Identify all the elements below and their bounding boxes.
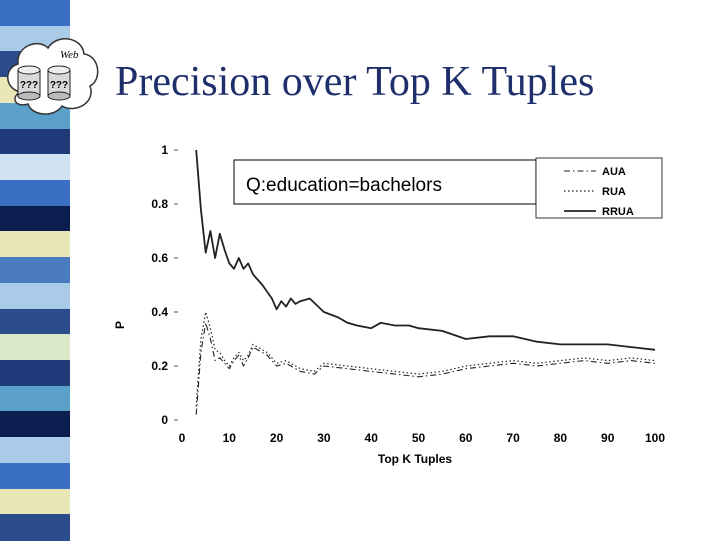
stripe-block [0, 180, 70, 207]
web-database-cloud-icon: Web ??? ??? [7, 38, 99, 115]
stripe-block [0, 437, 70, 464]
x-tick-label: 80 [554, 431, 568, 445]
x-tick-label: 60 [459, 431, 473, 445]
x-tick-label: 20 [270, 431, 284, 445]
stripe-block [0, 308, 70, 336]
x-tick-label: 100 [645, 431, 665, 445]
stripe-block [0, 360, 70, 387]
series-line-rrua [195, 149, 656, 351]
x-tick-label: 90 [601, 431, 615, 445]
stripe-block [0, 231, 70, 259]
logo-left-text: ??? [20, 80, 38, 91]
stripe-block [0, 488, 70, 516]
stripe-block [0, 411, 70, 439]
x-tick-label: 50 [412, 431, 426, 445]
x-tick-label: 40 [365, 431, 379, 445]
database-icon [47, 65, 71, 101]
precision-line-chart: 0 0.2 0.4 0.6 0.8 1 0 10 20 30 40 50 60 70 80 90 100 Q:… [113, 143, 666, 466]
y-tick-label: 0.4 [151, 305, 168, 319]
slide-title: Precision over Top K Tuples [115, 59, 595, 105]
stripe-block [0, 128, 70, 156]
stripe-block [0, 257, 70, 284]
y-tick-label: 1 [161, 143, 168, 157]
y-tick-label: 0.6 [151, 251, 168, 265]
query-annotation: Q:education=bachelors [246, 175, 442, 196]
x-tick-label: 70 [506, 431, 520, 445]
stripe-block [0, 282, 70, 310]
chart-legend: AUA RUA RRUA [535, 157, 663, 219]
x-tick-label: 30 [317, 431, 331, 445]
y-axis-ticks: 0 0.2 0.4 0.6 0.8 1 [151, 143, 178, 427]
x-tick-label: 10 [223, 431, 237, 445]
y-tick-label: 0 [161, 413, 168, 427]
chart-series [195, 149, 656, 415]
x-axis-ticks: 0 10 20 30 40 50 60 70 80 90 100 [179, 431, 666, 445]
stripe-block [0, 385, 70, 413]
stripe-block [0, 0, 70, 27]
series-line-rua [195, 311, 656, 407]
annotation-box: Q:education=bachelors [233, 159, 537, 205]
y-axis-label: P [113, 321, 127, 329]
stripe-block [0, 205, 70, 233]
stripe-block [0, 462, 70, 490]
x-tick-label: 0 [179, 431, 186, 445]
stripe-block [0, 514, 70, 541]
x-axis-label: Top K Tuples [378, 452, 453, 466]
y-tick-label: 0.2 [151, 359, 168, 373]
logo-right-text: ??? [50, 80, 68, 91]
stripe-block [0, 334, 70, 361]
stripe-block [0, 154, 70, 181]
database-icon [17, 65, 41, 101]
legend-label: AUA [602, 166, 626, 178]
legend-label: RUA [602, 186, 626, 198]
logo-label: Web [60, 49, 79, 61]
y-tick-label: 0.8 [151, 197, 168, 211]
legend-label: RRUA [602, 206, 634, 218]
series-line-aua [195, 322, 656, 415]
